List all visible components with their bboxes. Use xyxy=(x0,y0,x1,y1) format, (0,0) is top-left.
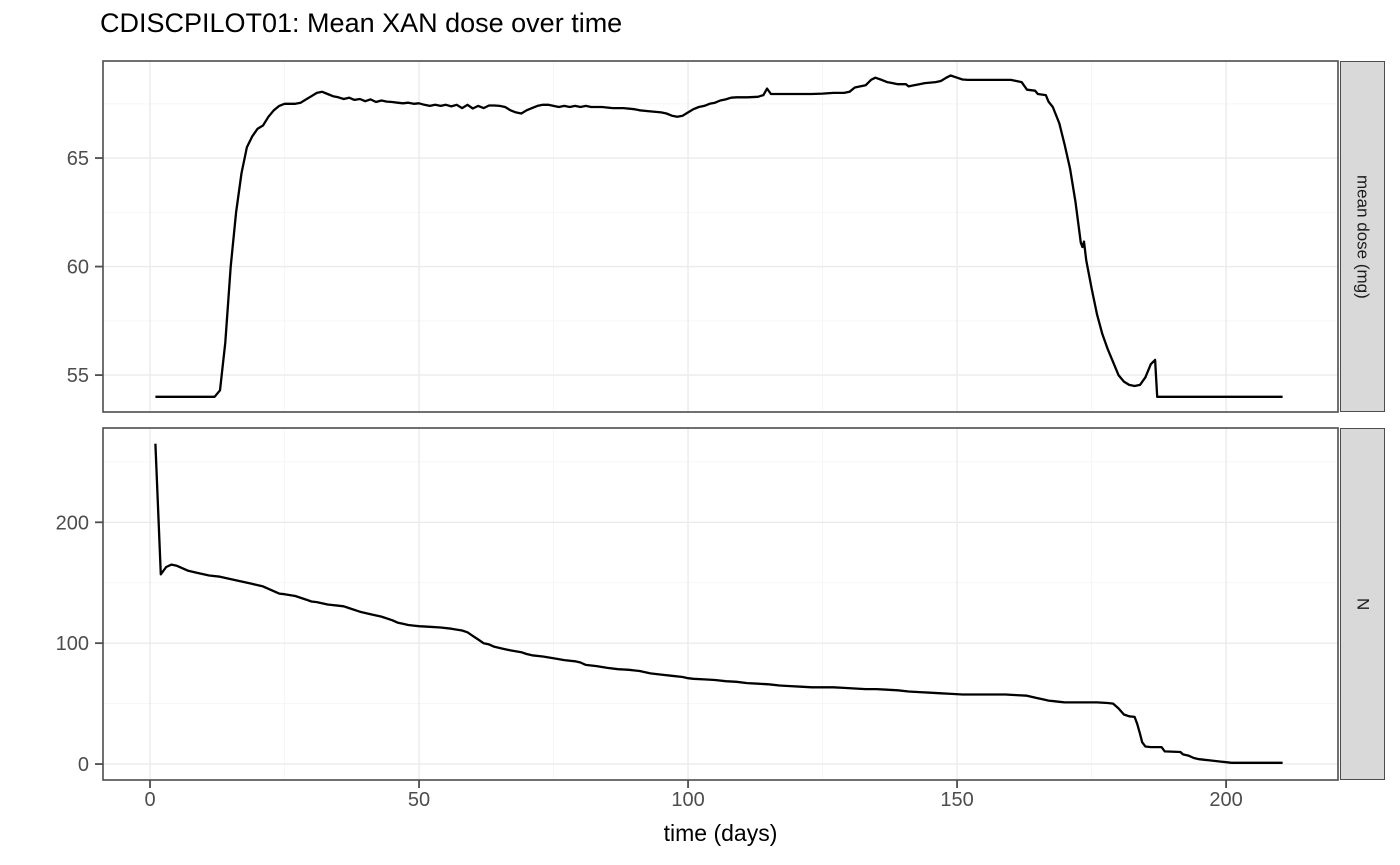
x-tick-label: 200 xyxy=(1209,789,1242,811)
y-tick-label: 65 xyxy=(67,148,89,170)
facet-strip-mean-dose: mean dose (mg) xyxy=(1340,61,1385,412)
gridlines-major xyxy=(103,61,1338,412)
panel-background xyxy=(103,61,1338,412)
y-tick-label: 0 xyxy=(78,754,89,776)
panel-mean-dose xyxy=(102,60,1339,413)
x-tick-label: 50 xyxy=(408,789,430,811)
facet-strip-n-label: N xyxy=(1353,597,1373,611)
x-tick-label: 0 xyxy=(144,789,155,811)
panel-border xyxy=(102,60,1339,413)
x-tick-label: 100 xyxy=(671,789,704,811)
gridlines-major xyxy=(103,428,1338,780)
panel-border xyxy=(102,427,1339,781)
gridlines-minor xyxy=(103,428,1338,780)
x-axis: 0 50 100 150 200 xyxy=(144,780,1243,811)
y-tick-label: 100 xyxy=(56,633,89,655)
series-line-mean-dose xyxy=(155,74,1283,398)
series-line-n xyxy=(154,443,1283,764)
y-tick-label: 200 xyxy=(56,512,89,534)
panel-n xyxy=(102,427,1339,781)
facet-strip-mean-dose-label: mean dose (mg) xyxy=(1353,174,1373,299)
y-tick-label: 60 xyxy=(67,257,89,279)
facet-strip-n: N xyxy=(1340,428,1385,780)
panel-background xyxy=(103,428,1338,780)
y-axis-mean-dose: 55 60 65 xyxy=(67,148,103,387)
x-tick-label: 150 xyxy=(940,789,973,811)
x-axis-title: time (days) xyxy=(663,820,778,846)
gridlines-minor xyxy=(103,61,1338,412)
plot-title: CDISCPILOT01: Mean XAN dose over time xyxy=(100,8,623,38)
y-tick-label: 55 xyxy=(67,365,89,387)
y-axis-n: 0 100 200 xyxy=(56,512,103,776)
